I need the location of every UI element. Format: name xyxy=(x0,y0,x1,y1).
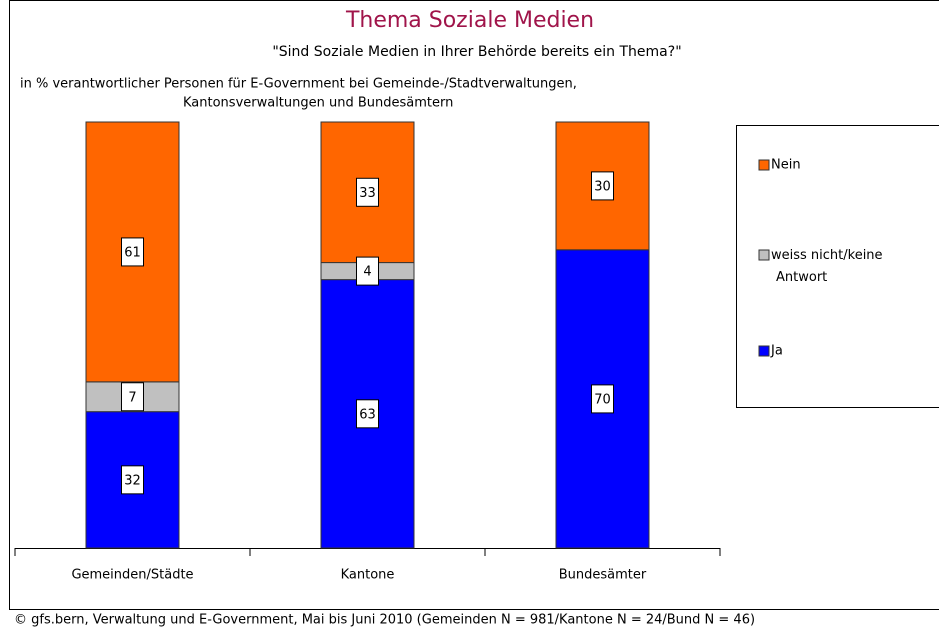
x-tick-label: Gemeinden/Städte xyxy=(71,568,193,583)
note: Kantonsverwaltungen und Bundesämtern xyxy=(183,96,453,111)
note: in % verantwortlicher Personen für E-Gov… xyxy=(20,77,577,92)
chart-title: Thema Soziale Medien xyxy=(345,8,594,33)
legend-label: Nein xyxy=(771,158,801,173)
value-label: 30 xyxy=(594,179,611,194)
x-tick-label: Kantone xyxy=(341,568,395,583)
legend-swatch xyxy=(758,159,770,171)
value-label: 7 xyxy=(128,390,136,405)
value-label-box xyxy=(356,399,379,429)
value-label-box xyxy=(356,177,379,207)
value-label: 4 xyxy=(363,265,371,280)
value-label: 33 xyxy=(359,186,376,201)
value-label-box xyxy=(121,382,144,412)
value-label: 63 xyxy=(359,407,376,422)
chart-subtitle: "Sind Soziale Medien in Ihrer Behörde be… xyxy=(272,44,681,60)
value-label-box xyxy=(591,171,614,201)
value-label: 61 xyxy=(124,245,141,260)
value-label-box xyxy=(356,256,379,286)
legend-box xyxy=(736,125,939,408)
x-tick-label: Bundesämter xyxy=(559,568,647,583)
legend-label: Ja xyxy=(770,344,783,359)
source: © gfs.bern, Verwaltung und E-Government,… xyxy=(14,613,755,628)
legend-swatch xyxy=(758,345,770,357)
value-label-box xyxy=(121,237,144,267)
frame xyxy=(9,0,939,610)
value-label: 70 xyxy=(594,392,611,407)
legend-swatch xyxy=(758,249,770,261)
value-label-box xyxy=(121,465,144,495)
legend-label: weiss nicht/keine Antwort xyxy=(771,248,883,285)
value-label: 32 xyxy=(124,473,141,488)
value-label-box xyxy=(591,384,614,414)
